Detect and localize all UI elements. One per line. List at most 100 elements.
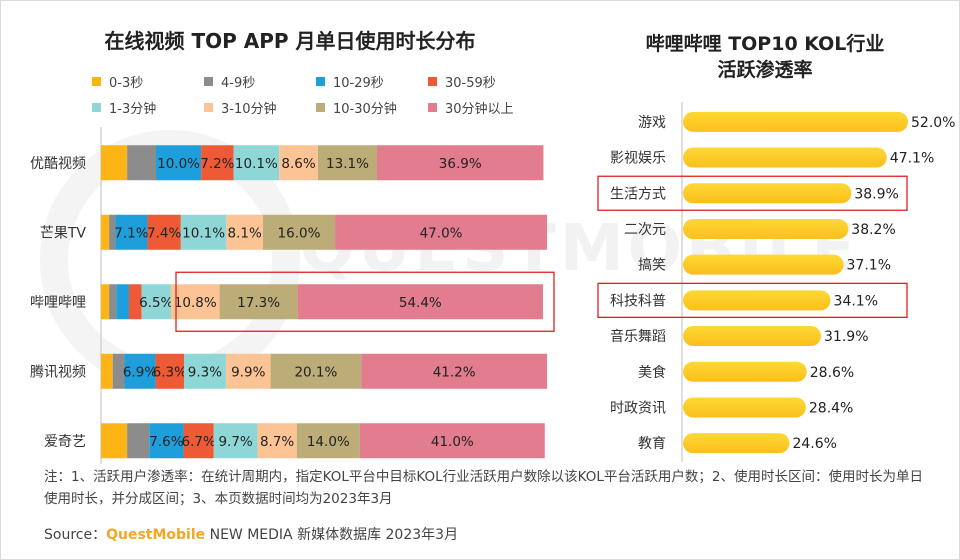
- segment-data-label: 36.9%: [439, 156, 482, 172]
- segment-data-label: 10.1%: [235, 156, 278, 172]
- legend-swatch: [428, 76, 437, 86]
- stacked-bar-segment: [180, 214, 227, 250]
- kol-category-label: 音乐舞蹈: [610, 328, 666, 345]
- legend-label: 30-59秒: [445, 75, 496, 91]
- segment-data-label: 7.4%: [147, 225, 181, 241]
- kol-category-label: 生活方式: [610, 186, 666, 202]
- legend-item: 10-29秒: [316, 70, 428, 92]
- stacked-bar-segment: [116, 284, 129, 320]
- stacked-bar-segment: [201, 145, 234, 181]
- right-chart-title: 哔哩哔哩 TOP10 KOL行业 活跃渗透率: [600, 31, 930, 83]
- legend-swatch: [428, 102, 437, 112]
- segment-data-label: 9.3%: [188, 364, 222, 380]
- kol-data-label: 24.6%: [792, 436, 836, 452]
- stacked-bar-segment: [225, 353, 271, 389]
- stacked-bar-segment: [317, 145, 378, 181]
- stacked-bar-segment: [109, 214, 116, 250]
- stacked-bar-segment: [279, 145, 318, 181]
- kol-bar: [683, 397, 806, 418]
- stacked-bar-segment: [183, 423, 214, 459]
- kol-bar: [683, 111, 908, 132]
- segment-data-label: 6.5%: [139, 295, 173, 311]
- category-label: 爱奇艺: [44, 433, 86, 450]
- legend-swatch: [92, 102, 101, 112]
- segment-data-label: 7.2%: [200, 156, 234, 172]
- legend-item: 1-3分钟: [92, 96, 204, 118]
- legend-label: 4-9秒: [221, 75, 256, 91]
- legend-item: 3-10分钟: [204, 96, 316, 118]
- legend-swatch: [92, 76, 101, 86]
- stacked-bar-segment: [359, 423, 545, 459]
- segment-data-label: 10.1%: [182, 225, 225, 241]
- stacked-bar-segment: [149, 423, 184, 459]
- legend-item: 0-3秒: [92, 70, 204, 92]
- left-chart-title: 在线视频 TOP APP 月单日使用时长分布: [104, 29, 476, 53]
- segment-data-label: 20.1%: [294, 364, 337, 380]
- stacked-bar-segment: [141, 284, 171, 320]
- kol-data-label: 31.9%: [824, 329, 868, 345]
- kol-highlight-box: [597, 282, 908, 319]
- category-label: 芒果TV: [40, 225, 87, 241]
- legend-label: 30分钟以上: [445, 101, 514, 117]
- segment-data-label: 8.7%: [260, 434, 294, 450]
- segment-data-label: 10.0%: [157, 156, 200, 172]
- stacked-bar-segment: [127, 145, 157, 181]
- kol-category-label: 游戏: [638, 115, 666, 131]
- kol-category-label: 二次元: [624, 222, 666, 238]
- stacked-bar-segment: [101, 353, 113, 389]
- legend-label: 1-3分钟: [109, 101, 157, 117]
- stacked-bar-segment: [109, 284, 117, 320]
- stacked-bar-segment: [226, 214, 263, 250]
- source-line: Source：QuestMobile NEW MEDIA 新媒体数据库 2023…: [44, 524, 458, 544]
- stacked-bar-segment: [361, 353, 548, 389]
- stacked-bar-segment: [377, 145, 544, 181]
- kol-category-label: 美食: [638, 364, 666, 381]
- segment-data-label: 41.0%: [431, 434, 474, 450]
- legend-swatch: [316, 76, 325, 86]
- stacked-bar-segment: [233, 145, 280, 181]
- right-chart-title-line1: 哔哩哔哩 TOP10 KOL行业: [645, 33, 885, 55]
- stacked-bar-segment: [170, 284, 220, 320]
- kol-data-label: 37.1%: [847, 258, 891, 274]
- segment-data-label: 16.0%: [278, 225, 321, 241]
- stacked-bar-segment: [101, 284, 110, 320]
- kol-bar: [683, 218, 849, 239]
- segment-data-label: 54.4%: [399, 295, 442, 311]
- kol-bar: [683, 254, 844, 275]
- stacked-bar-segment: [124, 353, 156, 389]
- source-prefix: Source：: [44, 527, 107, 543]
- kol-bar: [683, 290, 831, 311]
- kol-data-label: 34.1%: [834, 293, 878, 309]
- stacked-bar-segment: [101, 423, 128, 459]
- stacked-bar-segment: [101, 145, 128, 181]
- kol-data-label: 38.2%: [851, 222, 895, 238]
- stacked-bar-segment: [183, 353, 226, 389]
- kol-category-label: 搞笑: [638, 258, 666, 274]
- stacked-bar-segment: [128, 284, 142, 320]
- stacked-bar-segment: [127, 423, 150, 459]
- segment-data-label: 14.0%: [307, 434, 350, 450]
- legend-label: 3-10分钟: [221, 101, 277, 117]
- kol-data-label: 47.1%: [890, 151, 934, 167]
- segment-data-label: 8.6%: [281, 156, 315, 172]
- stacked-bar-segment: [101, 214, 110, 250]
- kol-category-label: 教育: [638, 436, 666, 452]
- right-chart-title-line2: 活跃渗透率: [717, 59, 813, 81]
- segment-data-label: 47.0%: [420, 225, 463, 241]
- legend-swatch: [204, 76, 213, 86]
- stacked-bar-segment: [155, 353, 184, 389]
- category-label: 哔哩哔哩: [30, 295, 86, 311]
- segment-data-label: 8.1%: [227, 225, 261, 241]
- stacked-bar-segment: [147, 214, 181, 250]
- legend-label: 10-29秒: [333, 75, 384, 91]
- stacked-bar-segment: [213, 423, 258, 459]
- source-brand: QuestMobile: [106, 527, 206, 543]
- legend-label: 10-30分钟: [333, 101, 397, 117]
- highlight-box: [175, 271, 555, 332]
- stacked-bar-segment: [257, 423, 297, 459]
- kol-bar: [683, 147, 887, 168]
- footnote: 注：1、活跃用户渗透率：在统计周期内，指定KOL平台中目标KOL行业活跃用户数除…: [44, 469, 923, 507]
- segment-data-label: 9.7%: [218, 434, 252, 450]
- stacked-bar-segment: [270, 353, 362, 389]
